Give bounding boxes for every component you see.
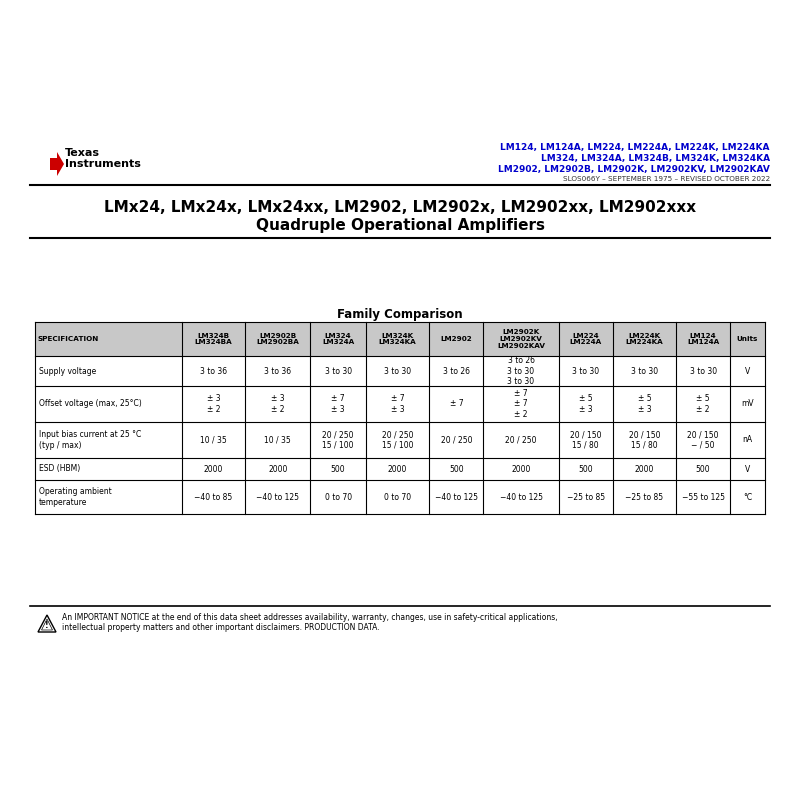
Text: !: ! <box>45 621 49 630</box>
Polygon shape <box>42 619 53 630</box>
Text: 20 / 150
15 / 80: 20 / 150 15 / 80 <box>570 430 602 450</box>
Text: V: V <box>745 366 750 375</box>
Text: LM124
LM124A: LM124 LM124A <box>687 333 719 346</box>
Text: 500: 500 <box>578 465 593 474</box>
Text: ± 5
± 3: ± 5 ± 3 <box>579 394 593 414</box>
Text: Input bias current at 25 °C
(typ / max): Input bias current at 25 °C (typ / max) <box>39 430 142 450</box>
Text: nA: nA <box>742 435 753 445</box>
Text: Quadruple Operational Amplifiers: Quadruple Operational Amplifiers <box>255 218 545 233</box>
Text: 0 to 70: 0 to 70 <box>325 493 352 502</box>
Text: °C: °C <box>743 493 752 502</box>
Text: ± 7
± 7
± 2: ± 7 ± 7 ± 2 <box>514 389 528 419</box>
Text: −40 to 125: −40 to 125 <box>256 493 299 502</box>
Text: 3 to 36: 3 to 36 <box>200 366 227 375</box>
Text: 20 / 250: 20 / 250 <box>506 435 537 445</box>
Text: −55 to 125: −55 to 125 <box>682 493 725 502</box>
Text: Operating ambient
temperature: Operating ambient temperature <box>39 487 112 506</box>
Text: 2000: 2000 <box>511 465 530 474</box>
Text: ± 3
± 2: ± 3 ± 2 <box>271 394 285 414</box>
Text: 10 / 35: 10 / 35 <box>200 435 227 445</box>
Text: 3 to 30: 3 to 30 <box>325 366 352 375</box>
Polygon shape <box>50 152 64 176</box>
Text: mV: mV <box>742 399 754 409</box>
Text: LM324
LM324A: LM324 LM324A <box>322 333 354 346</box>
Text: SPECIFICATION: SPECIFICATION <box>38 336 99 342</box>
Text: 3 to 30: 3 to 30 <box>384 366 411 375</box>
Text: 20 / 150
− / 50: 20 / 150 − / 50 <box>687 430 719 450</box>
Text: LM2902K
LM2902KV
LM2902KAV: LM2902K LM2902KV LM2902KAV <box>497 329 545 349</box>
Text: ± 5
± 2: ± 5 ± 2 <box>696 394 710 414</box>
Text: LM224
LM224A: LM224 LM224A <box>570 333 602 346</box>
Bar <box>35 322 765 356</box>
Text: 500: 500 <box>696 465 710 474</box>
Text: Units: Units <box>737 336 758 342</box>
Text: 3 to 30: 3 to 30 <box>690 366 717 375</box>
Text: Instruments: Instruments <box>65 159 141 169</box>
Text: 3 to 26: 3 to 26 <box>443 366 470 375</box>
Text: LM2902B
LM2902BA: LM2902B LM2902BA <box>256 333 299 346</box>
Text: LM324, LM324A, LM324B, LM324K, LM324KA: LM324, LM324A, LM324B, LM324K, LM324KA <box>541 154 770 163</box>
Text: 20 / 150
15 / 80: 20 / 150 15 / 80 <box>629 430 660 450</box>
Text: LMx24, LMx24x, LMx24xx, LM2902, LM2902x, LM2902xx, LM2902xxx: LMx24, LMx24x, LMx24xx, LM2902, LM2902x,… <box>104 200 696 215</box>
Text: intellectual property matters and other important disclaimers. PRODUCTION DATA.: intellectual property matters and other … <box>62 623 380 632</box>
Text: V: V <box>745 465 750 474</box>
Text: 20 / 250: 20 / 250 <box>441 435 472 445</box>
Text: Family Comparison: Family Comparison <box>337 308 463 321</box>
Text: LM324B
LM324BA: LM324B LM324BA <box>194 333 233 346</box>
Text: 2000: 2000 <box>634 465 654 474</box>
Text: −40 to 125: −40 to 125 <box>435 493 478 502</box>
Text: LM124, LM124A, LM224, LM224A, LM224K, LM224KA: LM124, LM124A, LM224, LM224A, LM224K, LM… <box>501 143 770 152</box>
Text: ± 7
± 3: ± 7 ± 3 <box>331 394 345 414</box>
Text: −25 to 85: −25 to 85 <box>626 493 663 502</box>
Text: 0 to 70: 0 to 70 <box>384 493 411 502</box>
Text: ± 7
± 3: ± 7 ± 3 <box>391 394 405 414</box>
Text: 2000: 2000 <box>268 465 287 474</box>
Text: Supply voltage: Supply voltage <box>39 366 96 375</box>
Text: ± 5
± 3: ± 5 ± 3 <box>638 394 651 414</box>
Text: ± 7: ± 7 <box>450 399 463 409</box>
Text: −40 to 85: −40 to 85 <box>194 493 233 502</box>
Text: −25 to 85: −25 to 85 <box>566 493 605 502</box>
Text: 3 to 30: 3 to 30 <box>631 366 658 375</box>
Text: Texas: Texas <box>65 148 100 158</box>
Text: An IMPORTANT NOTICE at the end of this data sheet addresses availability, warran: An IMPORTANT NOTICE at the end of this d… <box>62 613 558 622</box>
Text: 2000: 2000 <box>388 465 407 474</box>
Text: ESD (HBM): ESD (HBM) <box>39 465 80 474</box>
Text: 10 / 35: 10 / 35 <box>265 435 291 445</box>
Text: ± 3
± 2: ± 3 ± 2 <box>206 394 220 414</box>
Text: LM224K
LM224KA: LM224K LM224KA <box>626 333 663 346</box>
Text: 2000: 2000 <box>204 465 223 474</box>
Text: LM2902, LM2902B, LM2902K, LM2902KV, LM2902KAV: LM2902, LM2902B, LM2902K, LM2902KV, LM29… <box>498 165 770 174</box>
Text: 500: 500 <box>330 465 346 474</box>
Text: Offset voltage (max, 25°C): Offset voltage (max, 25°C) <box>39 399 142 409</box>
Text: 500: 500 <box>449 465 464 474</box>
Text: LM2902: LM2902 <box>441 336 472 342</box>
Text: 3 to 26
3 to 30
3 to 30: 3 to 26 3 to 30 3 to 30 <box>507 356 534 386</box>
Text: 20 / 250
15 / 100: 20 / 250 15 / 100 <box>322 430 354 450</box>
Text: 3 to 36: 3 to 36 <box>264 366 291 375</box>
Text: −40 to 125: −40 to 125 <box>499 493 542 502</box>
Text: 3 to 30: 3 to 30 <box>572 366 599 375</box>
Text: SLOS066Y – SEPTEMBER 1975 – REVISED OCTOBER 2022: SLOS066Y – SEPTEMBER 1975 – REVISED OCTO… <box>562 176 770 182</box>
Text: LM324K
LM324KA: LM324K LM324KA <box>378 333 417 346</box>
Text: 20 / 250
15 / 100: 20 / 250 15 / 100 <box>382 430 414 450</box>
